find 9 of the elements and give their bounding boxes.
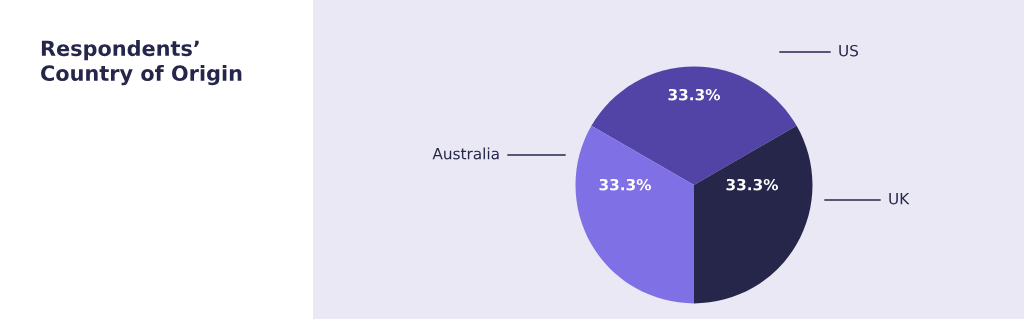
pie-slice (575, 125, 694, 304)
text: Respondents’ Country of Origin (41, 40, 242, 86)
data-label: 33.3% (599, 178, 652, 191)
slice-label: UK (889, 193, 910, 205)
pie-slice (694, 125, 813, 304)
slice-label: Australia (432, 147, 499, 160)
slice-label: US (839, 44, 859, 57)
data-label: 33.3% (668, 88, 721, 101)
data-label: 33.3% (726, 178, 779, 191)
